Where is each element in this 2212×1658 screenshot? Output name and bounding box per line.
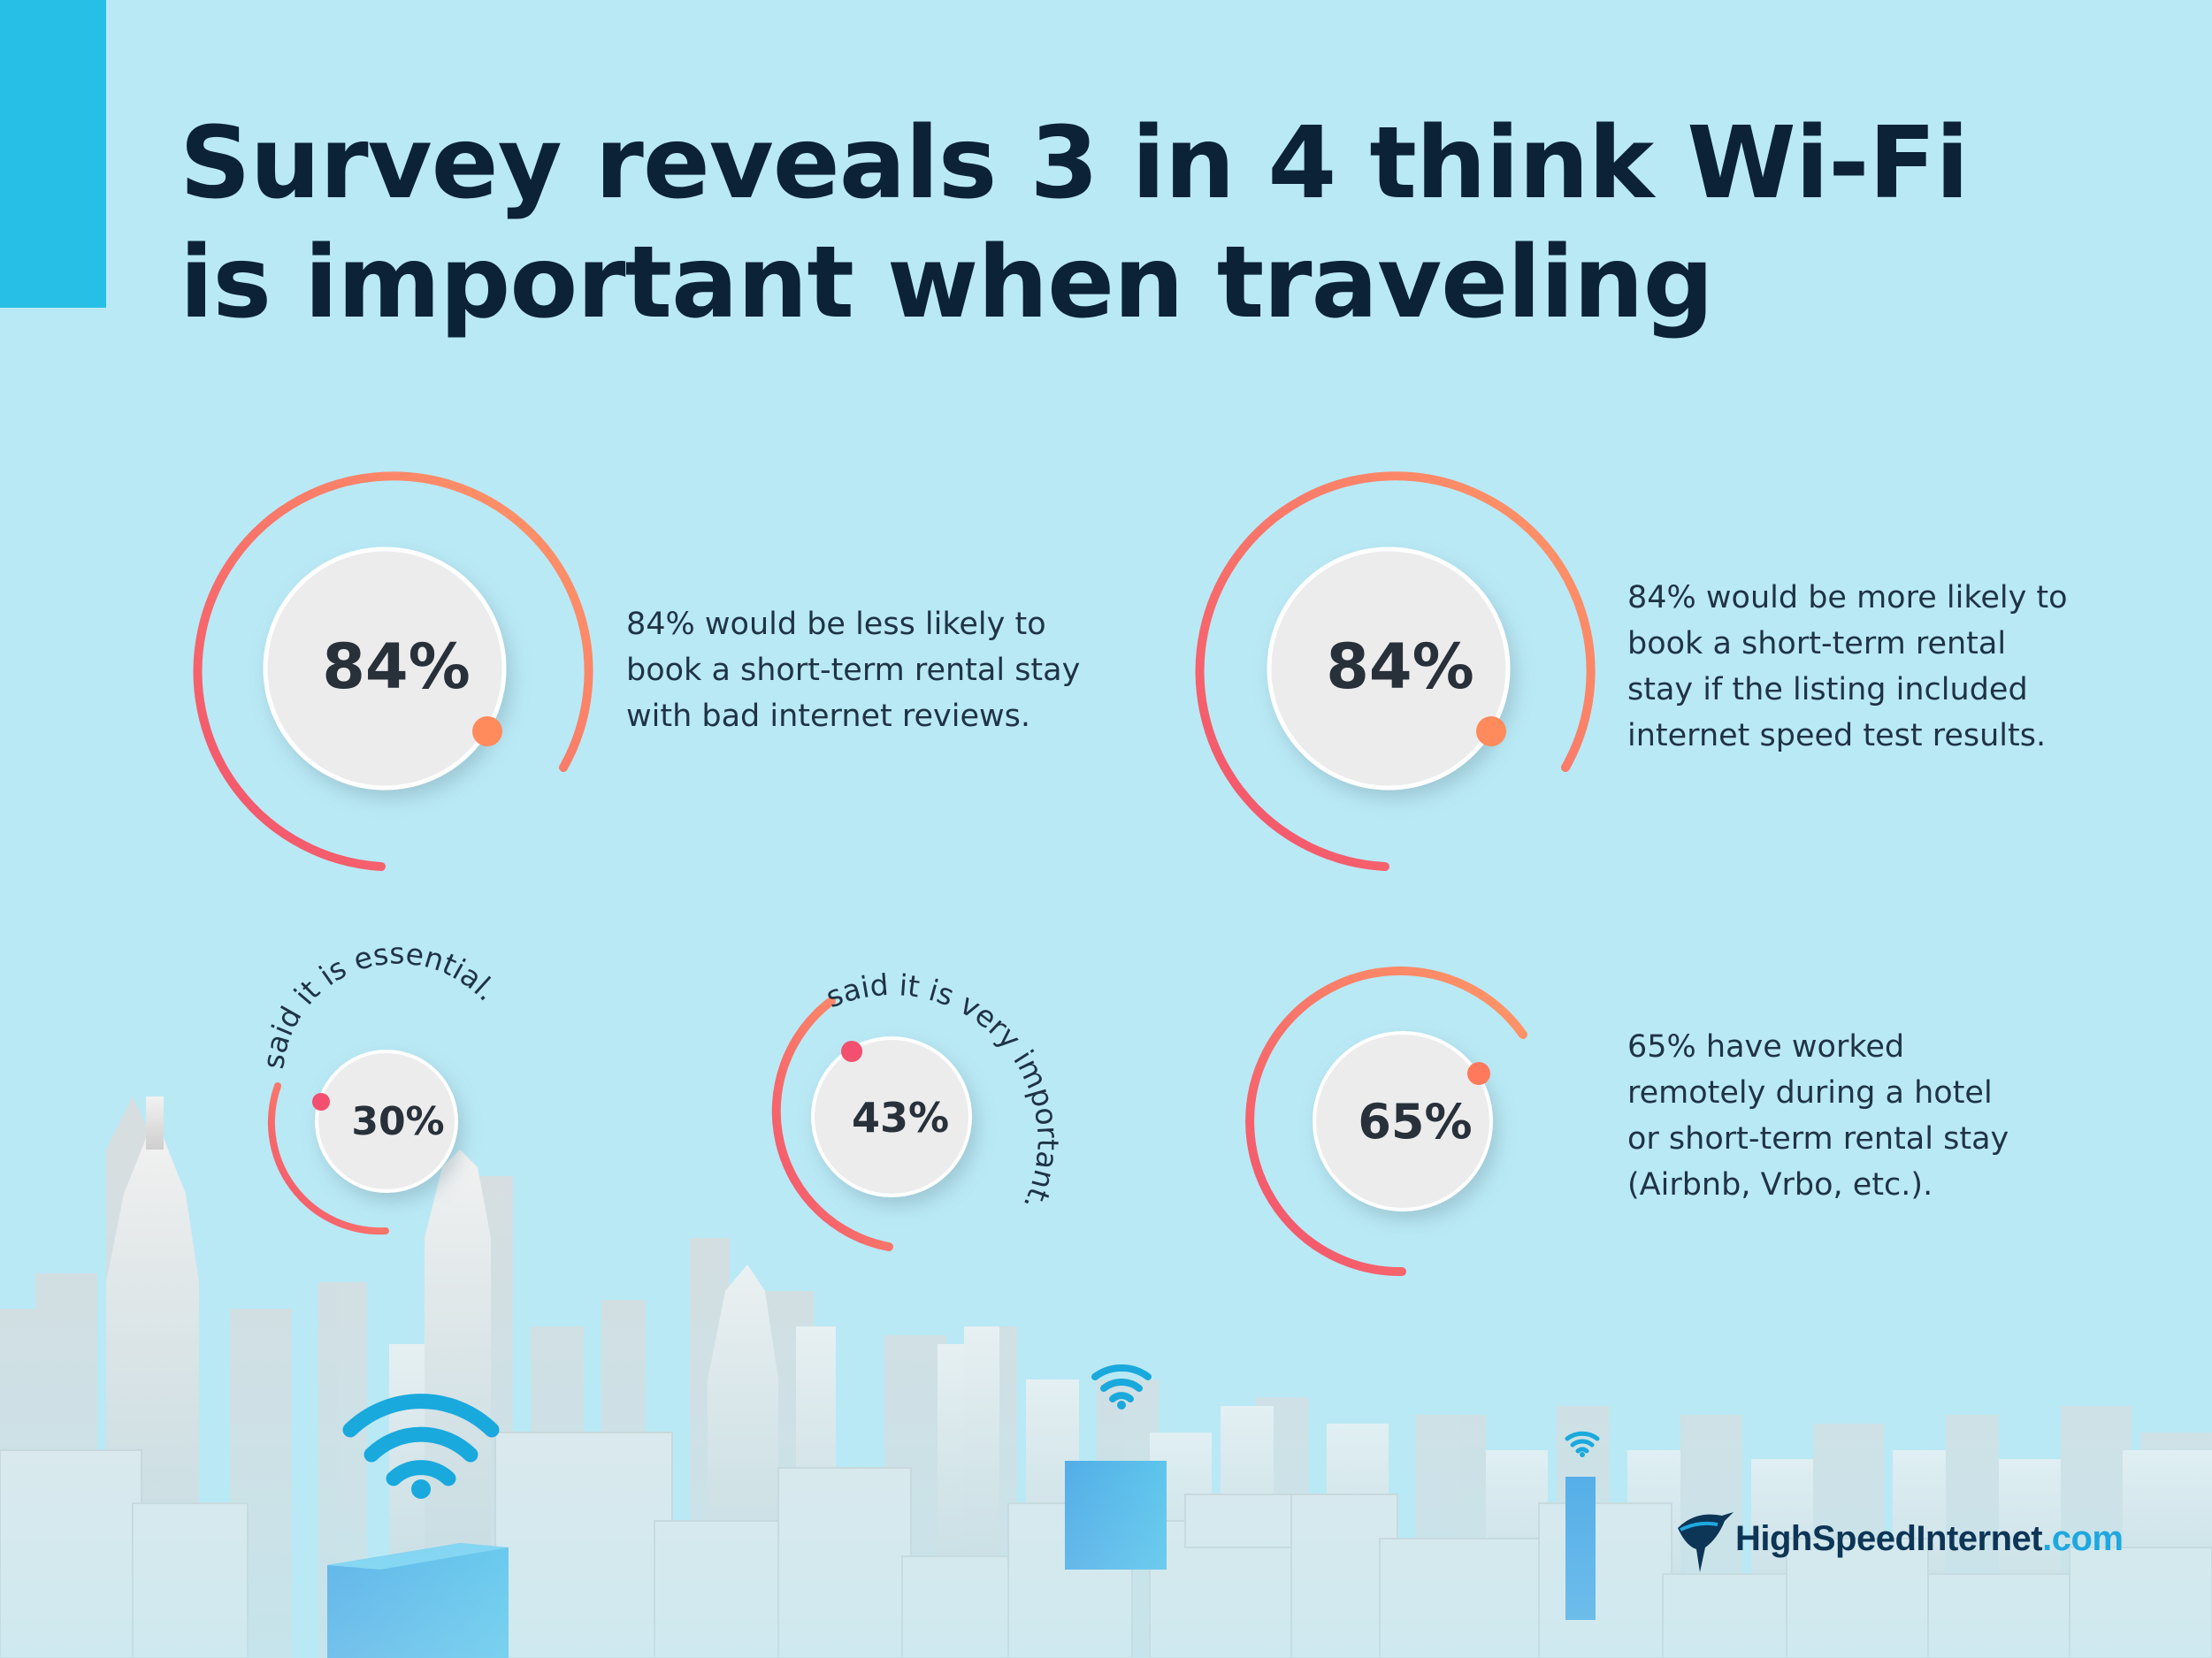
city-skyline <box>0 1096 2212 1658</box>
gauge-value: 30% <box>351 1099 444 1144</box>
description-line: 84% would be less likely to <box>626 607 1046 642</box>
description-line: 84% would be more likely to <box>1627 580 2068 615</box>
logo-name: HighSpeedInternet <box>1735 1518 2043 1558</box>
gauge-inner-circle <box>1313 1031 1493 1211</box>
gauge-inner-circle <box>1267 546 1511 791</box>
gauge-ring <box>1195 471 1596 871</box>
gauge-value: 43% <box>852 1094 949 1142</box>
description-line: (Airbnb, Vrbo, etc.). <box>1627 1167 1933 1203</box>
page-title: Survey reveals 3 in 4 think Wi-Fi is imp… <box>180 104 1970 343</box>
gauge-ring <box>193 471 593 871</box>
description-line: 65% have worked <box>1627 1029 1905 1065</box>
wifi-icon <box>342 1394 500 1499</box>
gauge-marker <box>312 1093 330 1111</box>
gauge-value: 65% <box>1358 1094 1472 1150</box>
bird-logo-icon <box>1678 1512 1734 1572</box>
logo-tld: .com <box>2042 1518 2124 1558</box>
gauge-ring <box>267 1082 389 1235</box>
title-line-1: Survey reveals 3 in 4 think Wi-Fi <box>180 106 1970 221</box>
gauge-inner-circle <box>315 1050 458 1193</box>
gauge-marker <box>1467 1062 1490 1085</box>
description-line: or short-term rental stay <box>1627 1121 2009 1157</box>
gauge-value: 84% <box>1326 630 1474 703</box>
wifi-icon <box>1091 1364 1152 1410</box>
accent-bar <box>0 0 106 308</box>
description-line: book a short-term rental <box>1627 626 2007 661</box>
gauge-ring <box>1245 967 1527 1277</box>
gauge-2: 84% <box>1195 471 1596 871</box>
stat-2-description: 84% would be more likely to book a short… <box>1627 575 2068 759</box>
description-line: book a short-term rental stay <box>626 653 1081 688</box>
gauge-ring <box>771 997 893 1251</box>
brand-logo: HighSpeedInternet.com <box>1673 1503 2124 1574</box>
description-line: remotely during a hotel <box>1627 1075 1993 1111</box>
stat-1-description: 84% would be less likely to book a short… <box>626 601 1080 739</box>
stat-5-description: 65% have worked remotely during a hotel … <box>1627 1024 2009 1208</box>
gauge-marker <box>1476 716 1506 746</box>
description-line: with bad internet reviews. <box>626 699 1030 734</box>
description-line: internet speed test results. <box>1627 718 2047 753</box>
gauge-value: 84% <box>322 630 471 703</box>
gauge-1: 84% <box>193 471 593 871</box>
gauge-marker <box>841 1041 862 1062</box>
logo-wordmark: HighSpeedInternet.com <box>1735 1518 2124 1559</box>
gauge-marker <box>472 716 502 746</box>
description-line: stay if the listing included <box>1627 672 2028 707</box>
gauge-5: 65% <box>1245 967 1527 1277</box>
wifi-icon <box>1565 1431 1600 1457</box>
title-line-2: is important when traveling <box>180 225 1714 340</box>
gauge-inner-circle <box>811 1036 972 1197</box>
gauge-inner-circle <box>263 546 507 791</box>
